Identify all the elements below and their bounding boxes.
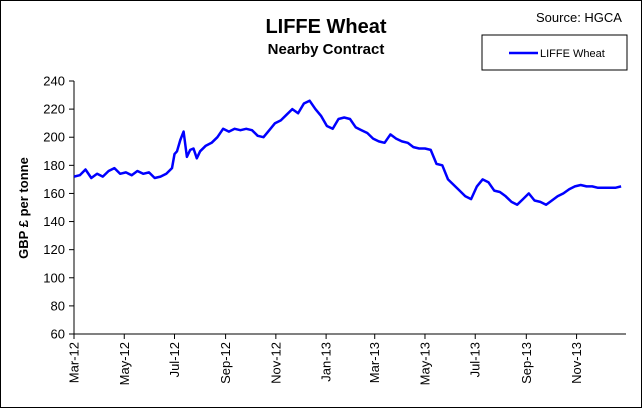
chart-subtitle: Nearby Contract	[268, 41, 385, 58]
legend-box	[481, 34, 628, 71]
x-axis: Mar-12 May-12 Jul-12 Sep-12 Nov-12 Jan-13 Mar-…	[67, 333, 626, 385]
legend: LIFFE Wheat	[481, 34, 628, 71]
series-line-liffe-wheat	[73, 99, 622, 206]
y-tick-label: 240	[43, 74, 65, 89]
y-tick-label: 80	[51, 298, 65, 313]
x-tick-label: May-12	[117, 342, 132, 385]
y-axis-label: GBP £ per tonne	[16, 157, 31, 259]
y-tick-label: 180	[43, 158, 65, 173]
y-tick-label: 120	[43, 242, 65, 257]
y-axis: 60 80 100 120 140 160 180 200 220 240	[43, 74, 75, 342]
x-tick-label: Jan-13	[319, 342, 334, 382]
y-tick-label: 200	[43, 130, 65, 145]
x-tick-label: May-13	[417, 342, 432, 385]
plot-area	[73, 99, 622, 206]
x-tick-label: Nov-13	[569, 342, 584, 384]
x-tick-label: Jul-13	[468, 342, 483, 377]
y-tick-label: 100	[43, 270, 65, 285]
source-label: Source: HGCA	[536, 10, 622, 25]
y-tick-label: 160	[43, 186, 65, 201]
y-tick-label: 220	[43, 102, 65, 117]
legend-label: LIFFE Wheat	[540, 48, 605, 60]
x-tick-label: Sep-13	[519, 342, 534, 384]
y-tick-label: 140	[43, 214, 65, 229]
y-tick-label: 60	[51, 327, 65, 342]
x-tick-label: Nov-12	[268, 342, 283, 384]
x-tick-label: Mar-12	[67, 342, 82, 383]
x-tick-label: Mar-13	[367, 342, 382, 383]
chart-title: LIFFE Wheat	[265, 16, 386, 38]
x-tick-label: Sep-12	[218, 342, 233, 384]
x-tick-label: Jul-12	[167, 342, 182, 377]
